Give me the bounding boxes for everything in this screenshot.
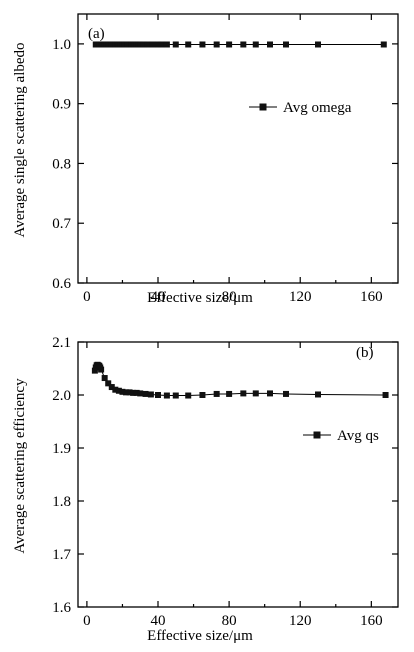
data-point — [199, 41, 206, 48]
data-point — [213, 390, 220, 397]
y-tick-label: 0.7 — [52, 216, 71, 232]
data-point — [144, 41, 151, 48]
data-point — [226, 41, 233, 48]
y-tick-label: 0.6 — [52, 276, 71, 292]
data-point — [91, 367, 98, 374]
data-point — [199, 392, 206, 398]
legend-marker — [259, 103, 267, 111]
x-tick-label: 120 — [289, 613, 312, 629]
data-point — [185, 392, 192, 399]
x-tick-label: 160 — [360, 613, 383, 629]
y-axis-title: Average scattering efficiency — [12, 378, 28, 554]
data-point — [140, 41, 147, 48]
data-point — [172, 392, 179, 399]
plot-frame — [77, 13, 399, 284]
data-point — [155, 41, 161, 48]
plot-frame — [77, 341, 399, 608]
legend: Avg qs — [303, 428, 379, 444]
data-point — [119, 388, 126, 395]
legend: Avg omega — [249, 100, 352, 116]
y-tick-label: 1.8 — [52, 494, 71, 510]
x-axis-title: Effective size/μm — [147, 628, 253, 644]
x-tick-label: 0 — [83, 289, 91, 305]
data-point — [123, 389, 129, 396]
y-tick-label: 0.9 — [52, 97, 71, 113]
x-tick-label: 160 — [360, 289, 383, 305]
data-point — [382, 392, 389, 398]
y-tick-label: 2.1 — [52, 335, 71, 351]
data-point — [105, 380, 112, 387]
y-tick-label: 1.0 — [52, 37, 71, 53]
data-point — [155, 392, 161, 398]
y-tick-label: 0.8 — [52, 156, 71, 172]
legend-marker — [313, 431, 321, 439]
x-tick-label: 0 — [83, 613, 91, 629]
y-tick-label: 1.9 — [52, 441, 71, 457]
data-point — [133, 389, 140, 396]
data-point — [283, 390, 289, 397]
y-axis-title: Average single scattering albedo — [12, 42, 28, 237]
data-point — [142, 390, 149, 397]
data-point — [108, 384, 115, 391]
data-point — [315, 41, 321, 48]
data-point — [226, 390, 233, 397]
y-tick-label: 1.6 — [52, 600, 71, 616]
data-point — [149, 41, 156, 48]
data-point — [185, 41, 192, 48]
data-point — [213, 41, 220, 48]
data-point — [158, 41, 165, 48]
y-tick-label: 1.7 — [52, 547, 71, 563]
data-point — [240, 390, 247, 397]
x-tick-label: 80 — [222, 289, 237, 305]
chart-panel-a: (a) Effective size/μm Average single sca… — [12, 13, 399, 306]
data-point — [315, 391, 321, 398]
y-tick-label: 2.0 — [52, 388, 71, 404]
data-point — [163, 392, 170, 399]
data-point — [240, 41, 247, 48]
legend-label: Avg qs — [337, 428, 379, 444]
data-point — [252, 390, 259, 397]
data-point — [115, 387, 122, 394]
data-point — [267, 41, 273, 48]
data-point — [126, 389, 133, 396]
data-point — [147, 391, 154, 398]
data-point — [112, 386, 119, 393]
data-point — [163, 41, 170, 48]
data-point — [283, 41, 289, 48]
data-point — [267, 390, 273, 397]
data-point — [101, 375, 108, 382]
data-point — [172, 41, 179, 48]
x-tick-label: 120 — [289, 289, 312, 305]
panel-label: (a) — [88, 26, 105, 42]
legend-label: Avg omega — [283, 100, 352, 116]
x-tick-label: 40 — [151, 289, 166, 305]
x-tick-label: 80 — [222, 613, 237, 629]
chart-panel-b: (b) Effective size/μm Average scattering… — [12, 335, 399, 644]
x-axis-title: Effective size/μm — [147, 290, 253, 306]
data-point — [252, 41, 259, 48]
data-point — [380, 41, 387, 48]
x-tick-label: 40 — [151, 613, 166, 629]
data-point — [137, 41, 144, 48]
data-point — [98, 366, 105, 373]
data-point — [137, 390, 144, 397]
panel-label: (b) — [356, 345, 374, 361]
data-point — [130, 389, 137, 396]
